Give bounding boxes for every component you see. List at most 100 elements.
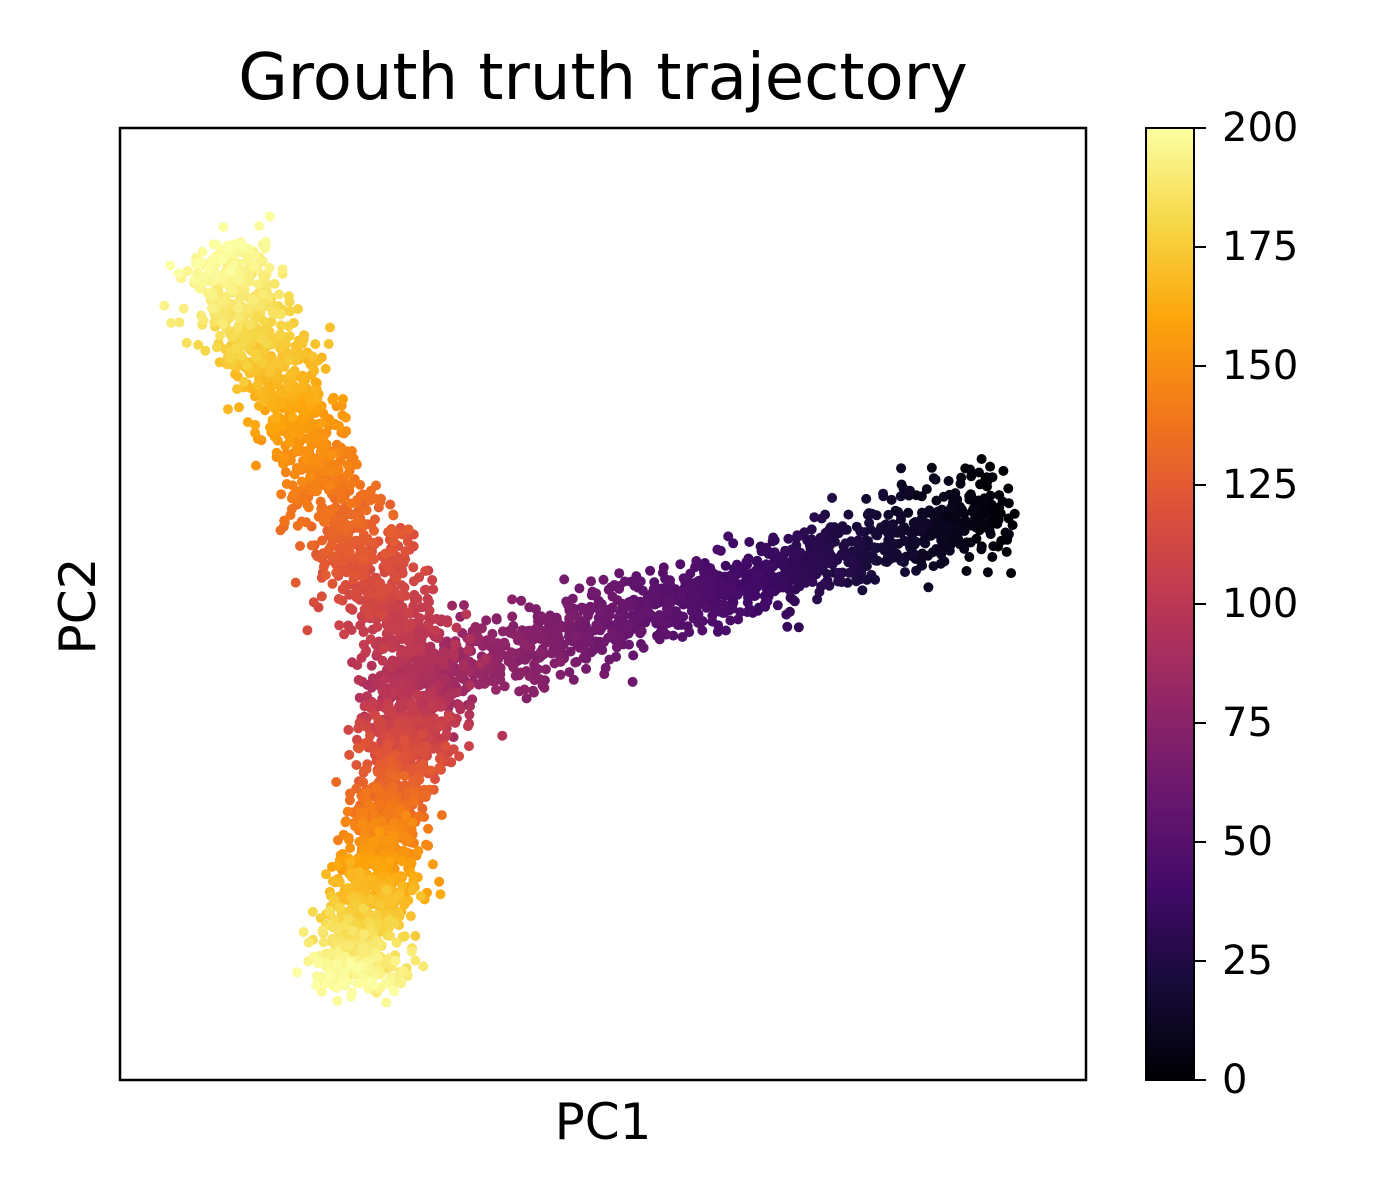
scatter-point	[361, 505, 372, 516]
scatter-point	[352, 660, 363, 671]
scatter-point	[281, 339, 292, 350]
scatter-point	[307, 351, 318, 362]
scatter-point	[165, 260, 176, 271]
scatter-point	[344, 749, 355, 760]
scatter-point	[374, 580, 385, 591]
scatter-point	[361, 787, 372, 798]
scatter-point	[408, 576, 419, 587]
scatter-point	[242, 254, 253, 265]
scatter-point	[339, 629, 350, 640]
scatter-point	[441, 729, 452, 740]
scatter-point	[424, 691, 435, 702]
scatter-point	[316, 418, 326, 429]
scatter-point	[279, 517, 290, 528]
scatter-point	[376, 609, 387, 620]
scatter-point	[159, 300, 170, 311]
scatter-point	[206, 303, 217, 314]
scatter-point	[463, 645, 474, 656]
scatter-point	[357, 554, 368, 565]
scatter-point	[284, 437, 295, 448]
scatter-point	[524, 602, 535, 613]
scatter-point	[373, 800, 384, 810]
scatter-point	[358, 903, 369, 914]
scatter-point	[345, 857, 356, 868]
scatter-point	[370, 514, 380, 525]
scatter-point	[343, 834, 354, 845]
scatter-point	[385, 527, 396, 538]
scatter-point	[302, 625, 313, 636]
scatter-point	[346, 867, 357, 878]
scatter-point	[174, 317, 185, 328]
scatter-point	[783, 533, 794, 544]
scatter-point	[713, 620, 724, 631]
scatter-point	[398, 845, 409, 856]
scatter-point	[393, 589, 404, 600]
scatter-point	[359, 929, 370, 940]
scatter-point	[189, 275, 200, 285]
scatter-point	[297, 370, 308, 381]
scatter-point	[396, 580, 407, 591]
scatter-point	[353, 723, 364, 734]
scatter-point	[256, 333, 267, 344]
scatter-point	[448, 647, 459, 658]
scatter-point	[436, 810, 447, 821]
scatter-point	[358, 639, 369, 650]
scatter-point	[364, 894, 375, 905]
scatter-point	[1007, 520, 1018, 531]
colorbar: 0 25 50 75 100 125 150 175 200	[1145, 105, 1298, 1103]
scatter-point	[344, 547, 355, 557]
scatter-point	[418, 759, 428, 770]
scatter-point	[887, 521, 898, 532]
scatter-point	[604, 654, 615, 665]
scatter-point	[321, 869, 331, 880]
scatter-point	[245, 320, 256, 330]
scatter-point	[808, 550, 819, 561]
scatter-point	[793, 622, 804, 633]
colorbar-tick-label: 50	[1222, 819, 1273, 865]
colorbar-tick-label: 200	[1222, 105, 1298, 151]
scatter-point	[232, 274, 243, 285]
scatter-point	[762, 596, 773, 607]
scatter-point	[427, 575, 438, 585]
scatter-point	[396, 978, 407, 989]
scatter-point	[178, 303, 189, 314]
scatter-point	[338, 394, 348, 404]
scatter-point	[751, 556, 762, 567]
scatter-point	[864, 517, 875, 528]
scatter-point	[375, 759, 386, 770]
scatter-point	[944, 545, 955, 556]
scatter-point	[861, 493, 872, 504]
scatter-point	[932, 506, 943, 517]
scatter-point	[218, 318, 229, 329]
scatter-point	[352, 734, 362, 745]
scatter-point	[555, 669, 566, 680]
scatter-point	[638, 642, 649, 653]
scatter-point	[876, 542, 887, 553]
scatter-point	[365, 801, 376, 812]
scatter-point	[728, 538, 739, 549]
scatter-point	[923, 550, 933, 561]
scatter-point	[423, 620, 434, 631]
scatter-point	[372, 621, 383, 632]
scatter-point	[623, 622, 634, 633]
scatter-point	[384, 875, 395, 886]
scatter-point	[885, 530, 896, 540]
scatter-point	[218, 222, 229, 232]
scatter-point	[666, 617, 677, 628]
scatter-point	[798, 577, 809, 588]
scatter-point	[309, 386, 320, 397]
scatter-point	[434, 876, 445, 887]
scatter-point	[365, 875, 376, 886]
scatter-point	[998, 465, 1009, 476]
scatter-point	[876, 522, 887, 533]
scatter-point	[316, 986, 327, 997]
scatter-point	[976, 454, 987, 464]
scatter-point	[943, 476, 954, 486]
scatter-point	[599, 669, 610, 680]
scatter-point	[516, 595, 527, 606]
scatter-point	[370, 859, 381, 870]
scatter-point	[200, 345, 211, 356]
scatter-point	[878, 491, 889, 502]
scatter-point	[966, 491, 977, 502]
